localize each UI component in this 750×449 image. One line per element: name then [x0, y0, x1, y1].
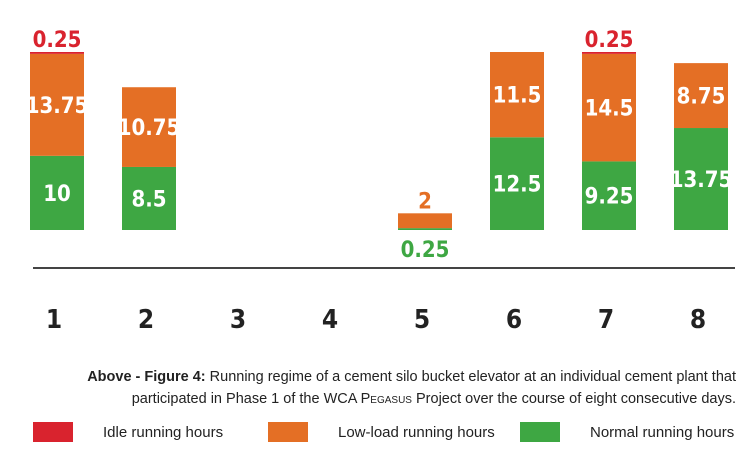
bar-segment: [490, 52, 544, 138]
legend-swatch: [520, 422, 560, 442]
data-label: 2: [418, 189, 432, 214]
x-tick-label: 7: [598, 305, 614, 335]
bar-segment: [30, 155, 84, 230]
bar-segment: [674, 128, 728, 230]
x-tick-label: 3: [230, 305, 246, 335]
legend-label: Low-load running hours: [338, 423, 495, 441]
caption-project-name: Pegasus: [360, 391, 412, 407]
caption-text: Running regime of a cement silo bucket e…: [131, 369, 736, 407]
x-tick-label: 5: [414, 305, 430, 335]
data-label: 8.75: [677, 85, 726, 110]
data-label: 13.75: [670, 168, 733, 193]
bar-segment: [582, 52, 636, 54]
bar-segment: [398, 228, 452, 230]
x-tick-label: 1: [46, 305, 62, 335]
data-label: 9.25: [585, 185, 634, 210]
bar-segment: [398, 213, 452, 229]
data-label: 14.5: [585, 97, 634, 122]
legend-item-low-load: Low-load running hours: [268, 422, 495, 442]
bar-segment: [122, 87, 176, 167]
data-label: 0.25: [33, 28, 82, 53]
caption-label: Above - Figure 4:: [87, 369, 206, 385]
data-label: 11.5: [493, 84, 542, 109]
bar-segment: [30, 53, 84, 156]
bar-segment: [582, 53, 636, 162]
stacked-bar-chart: 10 13.75 0.25 1 8.5 10.75 2 3 4 0.25 2 5 12.5 11.5 6 9.…: [26, 28, 735, 335]
data-label: 0.25: [401, 238, 450, 263]
legend-item-normal: Normal running hours: [520, 422, 734, 442]
legend-swatch: [33, 422, 73, 442]
caption-text-end: Project over the course of eight consecu…: [411, 391, 736, 407]
data-label: 8.5: [131, 187, 166, 212]
data-label: 10: [43, 182, 71, 207]
legend-label: Idle running hours: [103, 423, 224, 441]
x-tick-label: 8: [690, 305, 706, 335]
legend-label: Normal running hours: [590, 423, 735, 441]
legend: Idle running hours Low-load running hour…: [0, 422, 750, 446]
legend-swatch: [268, 422, 308, 442]
bar-segment: [582, 161, 636, 230]
bar-segment: [122, 166, 176, 230]
data-label: 0.25: [585, 28, 634, 53]
x-tick-label: 4: [322, 305, 338, 335]
data-label: 13.75: [26, 94, 89, 119]
figure-caption: Above - Figure 4: Running regime of a ce…: [60, 366, 736, 410]
bar-segment: [674, 63, 728, 129]
data-label: 10.75: [118, 116, 181, 141]
x-tick-label: 6: [506, 305, 522, 335]
legend-item-idle: Idle running hours: [33, 422, 223, 442]
x-tick-label: 2: [138, 305, 154, 335]
data-label: 12.5: [493, 173, 542, 198]
bar-segment: [490, 137, 544, 230]
bar-segment: [30, 52, 84, 54]
